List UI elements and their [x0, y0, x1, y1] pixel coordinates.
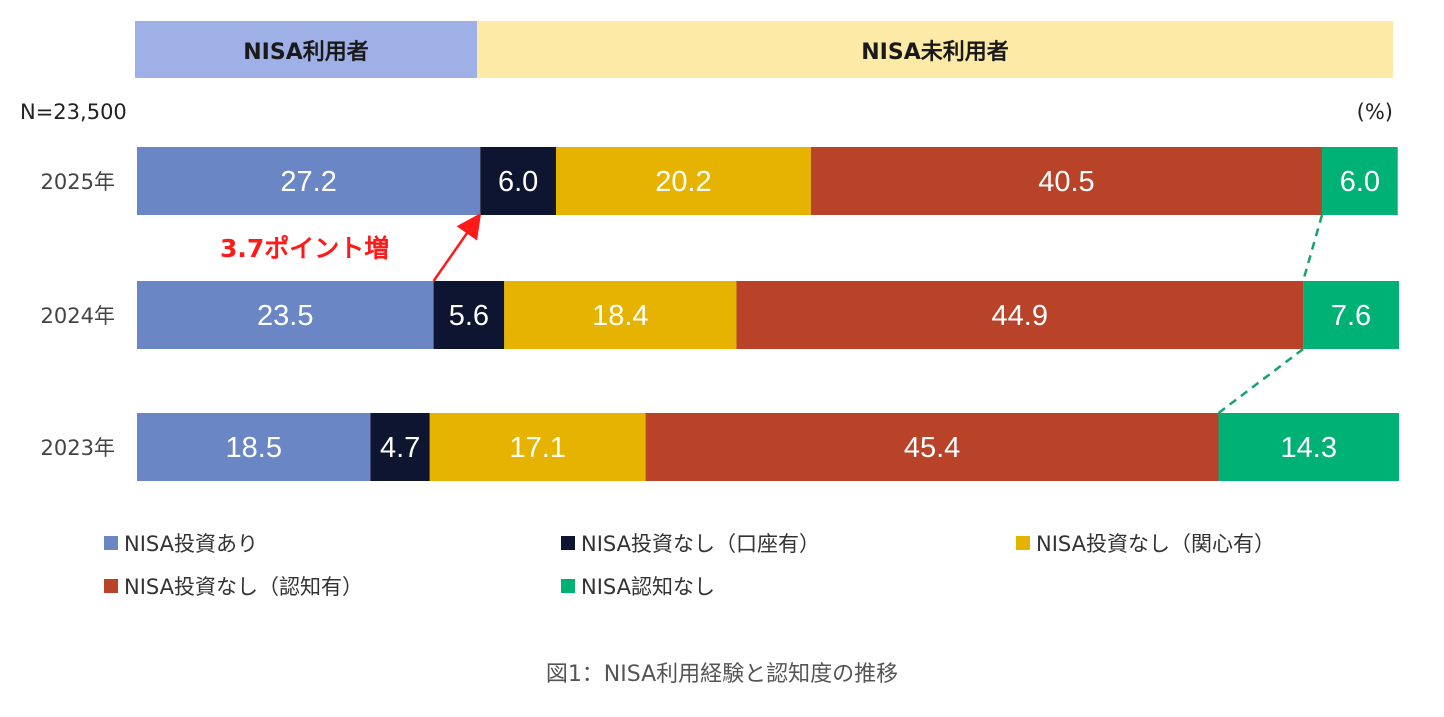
bar-segment-account: [370, 413, 430, 481]
bar-segment-unaware: [1218, 413, 1399, 481]
data-label: 23.5: [257, 300, 313, 332]
data-label: 27.2: [280, 166, 336, 198]
data-label: 44.9: [992, 300, 1048, 332]
data-label: 5.6: [449, 300, 489, 332]
year-label: 2023年: [41, 436, 115, 460]
legend-swatch: [104, 536, 118, 550]
bar-segment-interest: [555, 147, 811, 215]
nisa-user-band: NISA利用者: [135, 21, 477, 78]
data-label: 17.1: [509, 432, 565, 464]
year-label: 2024年: [41, 304, 115, 328]
legend-item-invest: NISA投資あり: [104, 528, 258, 558]
increase-annotation: 3.7ポイント増: [220, 234, 389, 263]
connector-dashed-line: [1301, 214, 1324, 282]
data-label: 4.7: [380, 432, 420, 464]
bar-segment-invest: [137, 147, 481, 215]
nisa-nonuser-label: NISA未利用者: [861, 39, 1009, 65]
legend-label: NISA投資なし（口座有）: [581, 532, 820, 556]
data-label: 45.4: [904, 432, 960, 464]
legend-item-interest: NISA投資なし（関心有）: [1016, 528, 1275, 558]
legend-swatch: [104, 579, 118, 593]
legend-label: NISA投資なし（関心有）: [1036, 532, 1275, 556]
data-label: 6.0: [498, 166, 538, 198]
year-label: 2025年: [41, 170, 115, 194]
data-label: 14.3: [1281, 432, 1337, 464]
legend-label: NISA投資なし（認知有）: [124, 575, 363, 599]
legend-label: NISA認知なし: [581, 575, 715, 599]
legend-item-account: NISA投資なし（口座有）: [561, 528, 820, 558]
unit-label: (%): [1356, 100, 1393, 124]
legend-swatch: [561, 579, 575, 593]
data-label: 6.0: [1340, 166, 1380, 198]
data-label: 18.5: [226, 432, 282, 464]
connector-dashed-line: [1217, 348, 1304, 414]
bar-segment-aware: [736, 281, 1304, 349]
data-label: 40.5: [1038, 166, 1094, 198]
data-label: 18.4: [592, 300, 648, 332]
bar-segment-account: [480, 147, 556, 215]
nisa-user-label: NISA利用者: [243, 39, 369, 65]
legend-item-unaware: NISA認知なし: [561, 571, 715, 601]
bar-segment-invest: [137, 413, 371, 481]
data-label: 7.6: [1331, 300, 1371, 332]
bar-segment-aware: [810, 147, 1323, 215]
bar-segment-unaware: [1322, 147, 1398, 215]
legend-swatch: [561, 536, 575, 550]
legend-label: NISA投資あり: [124, 532, 258, 556]
data-label: 20.2: [655, 166, 711, 198]
bar-segment-unaware: [1303, 281, 1399, 349]
bar-segment-interest: [429, 413, 646, 481]
bar-segment-aware: [645, 413, 1219, 481]
nisa-nonuser-band: NISA未利用者: [477, 21, 1393, 78]
bar-segment-account: [433, 281, 505, 349]
legend-swatch: [1016, 536, 1030, 550]
figure-caption: 図1：NISA利用経験と認知度の推移: [545, 662, 899, 687]
legend-item-aware: NISA投資なし（認知有）: [104, 571, 363, 601]
bar-segment-interest: [504, 281, 737, 349]
bar-segment-invest: [137, 281, 434, 349]
increase-arrow: [432, 212, 482, 282]
sample-size: N=23,500: [20, 100, 127, 124]
